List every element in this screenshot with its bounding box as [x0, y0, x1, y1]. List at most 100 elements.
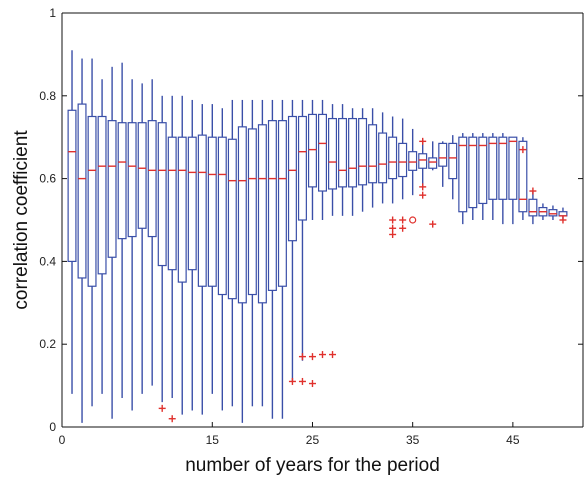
box [428, 157, 438, 169]
outlier-plus [419, 191, 427, 199]
box-group [307, 99, 317, 220]
box [458, 136, 468, 213]
box [478, 136, 488, 205]
outlier-plus [519, 146, 527, 154]
box-group [508, 136, 518, 225]
box-group [87, 58, 97, 407]
box-group [328, 104, 338, 216]
box-group [538, 203, 548, 220]
outlier-plus [389, 216, 397, 224]
box-group [338, 104, 348, 216]
box [408, 151, 418, 171]
box-group [438, 141, 448, 187]
box-group [368, 108, 378, 208]
box [348, 117, 358, 188]
box-group [197, 104, 207, 415]
box-group [388, 116, 398, 204]
box [418, 153, 428, 169]
box-group [177, 95, 187, 415]
box-group [348, 108, 358, 216]
box-group [297, 99, 307, 361]
x-tick-label: 35 [406, 433, 420, 447]
outlier-plus [329, 351, 337, 359]
box [328, 117, 338, 190]
outlier-plus [529, 187, 537, 195]
box [127, 122, 137, 238]
box [528, 198, 538, 217]
box [378, 132, 388, 184]
box-group [488, 133, 498, 220]
box [518, 140, 528, 213]
box [287, 115, 297, 242]
x-tick-label: 0 [59, 433, 66, 447]
box-group [167, 95, 177, 399]
box [468, 136, 478, 209]
box [247, 128, 257, 296]
outlier-plus [308, 380, 316, 388]
box-group [287, 99, 297, 382]
box [167, 136, 177, 271]
box [438, 142, 448, 167]
box-group [187, 99, 197, 411]
outlier-plus [429, 220, 437, 228]
box [398, 142, 408, 178]
box [207, 136, 217, 287]
box [67, 109, 77, 263]
x-axis-label: number of years for the period [185, 455, 440, 476]
box [257, 124, 267, 304]
box-group [498, 133, 508, 225]
box [117, 122, 127, 240]
outlier-plus [389, 230, 397, 238]
box [177, 136, 187, 283]
box-group [127, 79, 137, 411]
box [267, 120, 277, 291]
outlier-plus [308, 353, 316, 361]
box [498, 136, 508, 200]
y-tick-label: 0.6 [39, 172, 56, 186]
box-group [207, 104, 217, 394]
box [217, 136, 227, 296]
outlier-plus [298, 353, 306, 361]
axis-ticks: 0 0.2 0.4 0.6 0.8 1 0 15 25 35 45 [39, 6, 583, 447]
box [318, 113, 328, 192]
box-group [107, 66, 117, 419]
outlier-plus [559, 216, 567, 224]
x-tick-label: 15 [206, 433, 220, 447]
box-group [247, 99, 257, 407]
box-group [227, 99, 237, 407]
box [197, 134, 207, 287]
box-series [67, 50, 568, 423]
box [187, 136, 197, 271]
x-tick-label: 25 [306, 433, 320, 447]
box [368, 124, 378, 184]
outlier-circle [409, 216, 417, 224]
outlier-plus [298, 377, 306, 385]
box [107, 120, 117, 258]
box-group [67, 50, 77, 394]
box [87, 115, 97, 287]
outlier-plus [288, 377, 296, 385]
box-group [237, 99, 247, 423]
box [307, 113, 317, 188]
box-group [267, 99, 277, 419]
box-group [358, 108, 368, 212]
box-group [217, 108, 227, 411]
outlier-points [158, 137, 567, 423]
box-group [378, 112, 388, 204]
box-group [548, 205, 558, 220]
box-group [277, 99, 287, 419]
outlier-plus [168, 415, 176, 423]
box [77, 103, 87, 279]
box-group [257, 99, 267, 407]
box-group [468, 133, 478, 220]
y-tick-label: 0.8 [39, 89, 56, 103]
box-group [408, 128, 418, 196]
box [147, 120, 157, 238]
plot-area [61, 12, 584, 428]
outlier-plus [389, 224, 397, 232]
box-group [528, 191, 538, 225]
outlier-plus [419, 183, 427, 191]
y-tick-label: 0.4 [39, 254, 56, 268]
box [157, 122, 167, 267]
